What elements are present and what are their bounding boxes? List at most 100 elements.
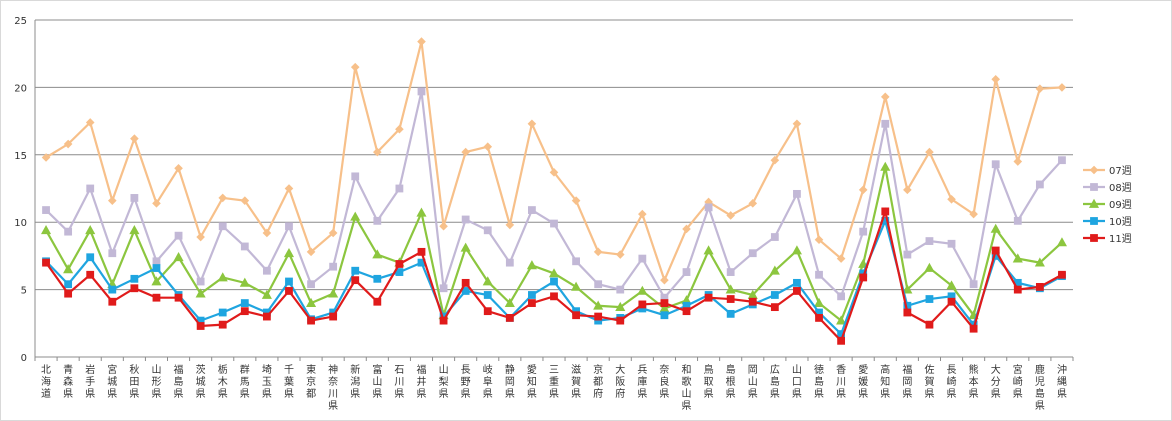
data-point [1058,156,1066,165]
data-point [505,314,514,322]
data-point [638,209,647,219]
data-point [1013,216,1022,225]
data-point [218,222,227,231]
y-tick-label: 0 [21,353,27,364]
x-tick-label: 北海道 [41,364,51,400]
data-point [946,280,957,290]
data-point [196,232,205,242]
data-point [351,276,360,285]
data-point [64,289,73,298]
x-tick-label: 岐阜県 [483,363,493,400]
x-tick-label: 京都府 [593,363,603,400]
data-point [262,228,272,238]
data-point [350,62,360,72]
x-tick-label: 沖縄県 [1057,363,1067,400]
data-point [859,273,868,282]
data-point [328,228,338,238]
data-point [262,266,271,275]
data-point [704,293,713,302]
data-point [881,119,890,128]
data-point [505,258,514,267]
data-point [1013,285,1022,294]
data-point [638,254,647,263]
data-point [880,92,890,102]
data-point [373,297,382,306]
data-point [660,275,669,285]
data-point [616,316,625,325]
data-point [924,262,935,272]
x-tick-label: 群馬県 [240,363,250,400]
x-tick-label: 岩手県 [85,363,95,400]
data-point [793,278,801,287]
data-point [329,312,338,321]
x-tick-label: 鹿児島県 [1035,363,1045,412]
data-point [528,206,536,214]
x-tick-label: 和歌山県 [682,364,692,412]
x-tick-label: 香川県 [836,364,846,400]
data-point [240,299,249,307]
data-point [174,163,183,173]
data-point [107,196,117,205]
x-tick-label: 山口県 [792,364,802,400]
data-point [86,253,95,262]
data-point [726,268,735,276]
x-tick-label: 茨城県 [196,363,206,400]
x-tick-label: 奈良県 [659,363,669,400]
data-point [836,315,847,325]
data-point [571,196,581,205]
data-point [285,222,293,231]
x-tick-label: 大分県 [991,363,1001,400]
series-line [45,41,1063,284]
gridlines [35,19,1073,358]
data-point [108,249,117,258]
legend-label: 08週 [1109,182,1132,194]
data-point [218,320,227,329]
data-point [814,235,824,245]
x-tick-label: 山形県 [151,364,161,400]
legend-item: 09週 [1083,198,1132,211]
x-tick-label: 千葉県 [284,364,294,400]
x-tick-label: 大阪府 [615,363,625,400]
legend: 07週 08週 09週 10週 11週 [1083,165,1132,245]
data-point [726,211,735,220]
data-point [593,247,603,257]
y-tick-label: 10 [14,218,27,229]
data-point [151,276,162,286]
data-point [307,316,315,325]
data-point [748,199,758,208]
data-point [130,274,139,283]
data-point [395,260,404,268]
data-point [748,297,757,306]
data-point [837,292,846,301]
y-tick-label: 25 [14,16,27,27]
legend-item: 10週 [1083,216,1132,228]
x-tick-label: 福島県 [174,363,184,400]
legend-label: 10週 [1109,216,1132,228]
x-tick-label: 兵庫県 [637,363,647,400]
series-1 [41,37,1067,285]
legend-swatch-marker [1088,198,1100,208]
x-tick-label: 福岡県 [902,363,912,400]
data-point [261,289,272,299]
data-point [395,268,404,276]
x-tick-label: 栃木県 [218,363,228,400]
data-point [836,254,846,263]
data-point [770,233,779,241]
data-point [152,199,161,208]
series-line [45,91,1063,300]
data-point [86,184,95,193]
data-point [526,260,537,270]
data-point [550,277,558,286]
data-point [85,225,96,235]
data-point [328,288,339,298]
data-point [615,250,625,259]
data-point [285,287,293,295]
data-point [130,194,139,202]
data-point [815,270,823,279]
data-point [416,207,427,217]
x-tick-label: 宮崎県 [1013,363,1023,400]
data-point [152,293,161,302]
x-tick-label: 静岡県 [505,363,515,400]
data-point [395,124,404,134]
data-point [682,307,691,316]
